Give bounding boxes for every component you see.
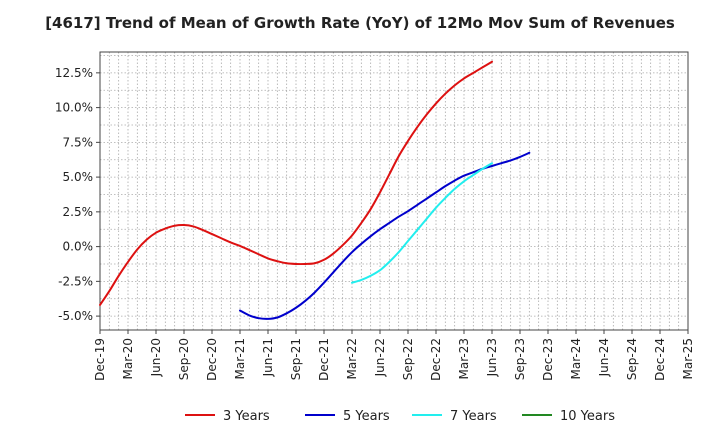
x-tick-label: Sep-23 bbox=[513, 338, 527, 380]
x-tick-label: Sep-24 bbox=[625, 338, 639, 380]
legend-label-7-years: 7 Years bbox=[450, 409, 497, 424]
legend-label-10-years: 10 Years bbox=[560, 409, 615, 424]
x-tick-label: Mar-23 bbox=[457, 338, 471, 379]
y-tick-label: -5.0% bbox=[58, 309, 93, 323]
x-tick-label: Sep-22 bbox=[401, 338, 415, 380]
series-line-7-years bbox=[351, 162, 493, 284]
y-tick-label: 10.0% bbox=[55, 101, 93, 115]
plot-area bbox=[100, 52, 688, 330]
x-tick-label: Dec-19 bbox=[93, 338, 107, 381]
x-tick-label: Dec-24 bbox=[653, 338, 667, 381]
x-tick-label: Mar-24 bbox=[569, 338, 583, 379]
legend-label-5-years: 5 Years bbox=[343, 409, 390, 424]
x-tick-label: Mar-22 bbox=[345, 338, 359, 379]
x-tick-label: Mar-21 bbox=[233, 338, 247, 379]
x-tick-label: Sep-21 bbox=[289, 338, 303, 380]
y-tick-label: -2.5% bbox=[58, 274, 93, 288]
y-tick-label: 7.5% bbox=[63, 135, 94, 149]
series-line-3-years bbox=[99, 60, 493, 306]
plot-frame bbox=[99, 51, 689, 331]
x-tick-label: Jun-21 bbox=[261, 338, 275, 377]
y-tick-label: 0.0% bbox=[63, 240, 94, 254]
x-tick-label: Dec-22 bbox=[429, 338, 443, 381]
x-tick-label: Jun-24 bbox=[597, 338, 611, 377]
x-tick-label: Dec-23 bbox=[541, 338, 555, 381]
y-tick-label: 2.5% bbox=[63, 205, 94, 219]
x-tick-label: Mar-20 bbox=[121, 338, 135, 379]
x-tick-label: Dec-20 bbox=[205, 338, 219, 381]
y-tick-label: 5.0% bbox=[63, 170, 94, 184]
y-tick-label: 12.5% bbox=[55, 66, 93, 80]
x-tick-label: Jun-22 bbox=[373, 338, 387, 377]
legend-label-3-years: 3 Years bbox=[223, 409, 270, 424]
x-tick-label: Dec-21 bbox=[317, 338, 331, 381]
chart-title: [4617] Trend of Mean of Growth Rate (YoY… bbox=[45, 14, 675, 32]
x-tick-label: Jun-20 bbox=[149, 338, 163, 377]
x-tick-label: Mar-25 bbox=[681, 338, 695, 379]
x-tick-label: Sep-20 bbox=[177, 338, 191, 380]
x-tick-label: Jun-23 bbox=[485, 338, 499, 377]
